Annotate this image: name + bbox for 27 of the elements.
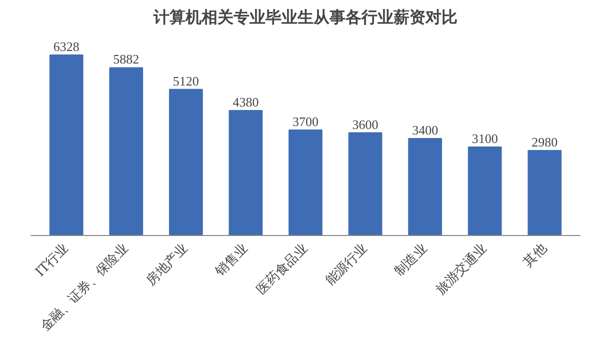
bar <box>109 67 144 236</box>
x-tick-label: 医药食品业 <box>254 241 311 298</box>
x-tick-label: 销售业 <box>212 241 252 280</box>
x-tick-label: 能源行业 <box>323 241 371 289</box>
x-tick-label: 旅游交通业 <box>432 240 490 298</box>
bar <box>408 138 442 236</box>
x-tick-label: 房地产业 <box>143 240 192 289</box>
x-tick-label: 制造业 <box>392 241 430 280</box>
bar <box>468 146 502 236</box>
bar <box>528 150 562 236</box>
data-label: 6328 <box>53 38 80 54</box>
bar <box>49 54 84 236</box>
data-label: 3100 <box>472 131 498 146</box>
data-label: 3700 <box>292 114 318 129</box>
bar <box>288 129 322 236</box>
data-label: 4380 <box>232 94 259 110</box>
data-label: 2980 <box>532 134 558 150</box>
data-label: 5882 <box>113 52 140 67</box>
data-label: 5120 <box>172 73 199 88</box>
x-tick-label: IT行业 <box>32 241 72 280</box>
chart-title: 计算机相关专业毕业生从事各行业薪资对比 <box>152 8 458 26</box>
data-label: 3600 <box>352 116 378 132</box>
bar <box>168 88 203 236</box>
bar <box>348 132 382 236</box>
x-tick-label: 其他 <box>520 241 550 270</box>
data-label: 3400 <box>412 122 438 138</box>
bar <box>228 110 263 236</box>
